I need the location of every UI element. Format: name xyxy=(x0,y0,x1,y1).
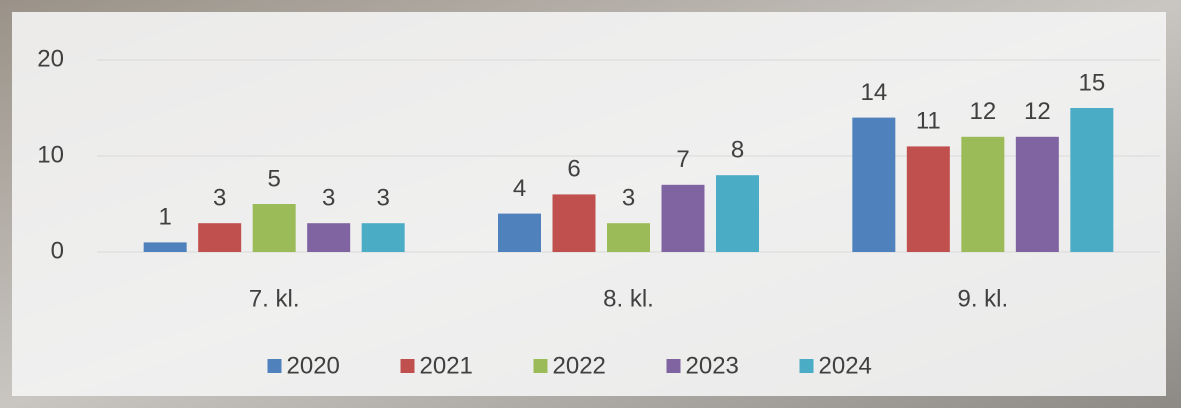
x-tick-label: 7. kl. xyxy=(249,285,300,312)
legend-swatch xyxy=(799,359,814,373)
bar xyxy=(198,223,242,252)
bar xyxy=(307,223,351,252)
bar xyxy=(552,194,596,252)
legend-label: 2023 xyxy=(686,352,739,379)
y-tick-label: 10 xyxy=(37,141,64,168)
data-label: 12 xyxy=(1024,98,1051,125)
bar xyxy=(661,184,705,252)
data-label: 14 xyxy=(860,79,887,106)
bar xyxy=(607,223,650,252)
data-label: 5 xyxy=(267,165,280,192)
x-tick-label: 8. kl. xyxy=(603,285,654,312)
legend-label: 2022 xyxy=(553,352,606,379)
data-label: 4 xyxy=(513,175,526,202)
y-tick-label: 20 xyxy=(37,45,64,72)
data-label: 15 xyxy=(1078,69,1105,96)
bar xyxy=(1015,136,1059,252)
data-label: 11 xyxy=(916,108,941,135)
data-label: 6 xyxy=(567,156,580,183)
bar xyxy=(716,175,759,252)
x-tick-label: 9. kl. xyxy=(957,285,1008,312)
bar xyxy=(252,204,296,252)
data-label: 3 xyxy=(622,185,635,212)
legend-swatch xyxy=(666,359,681,373)
data-label: 7 xyxy=(676,146,689,173)
legend-swatch xyxy=(533,359,548,373)
legend-label: 2020 xyxy=(287,352,340,379)
bar xyxy=(498,213,541,252)
legend-swatch xyxy=(267,359,282,373)
data-label: 3 xyxy=(376,185,389,212)
data-label: 1 xyxy=(158,204,171,231)
data-label: 8 xyxy=(731,137,744,164)
legend-label: 2024 xyxy=(819,352,872,379)
data-label: 3 xyxy=(213,185,226,212)
bar xyxy=(961,136,1005,252)
bar xyxy=(852,117,896,252)
data-label: 3 xyxy=(322,185,335,212)
legend-label: 2021 xyxy=(420,352,473,379)
bar xyxy=(906,146,950,252)
bar xyxy=(143,242,187,252)
bar xyxy=(361,223,405,252)
y-tick-label: 0 xyxy=(51,237,64,264)
bar xyxy=(1070,108,1114,252)
legend-swatch xyxy=(400,359,415,373)
data-label: 12 xyxy=(969,98,996,125)
